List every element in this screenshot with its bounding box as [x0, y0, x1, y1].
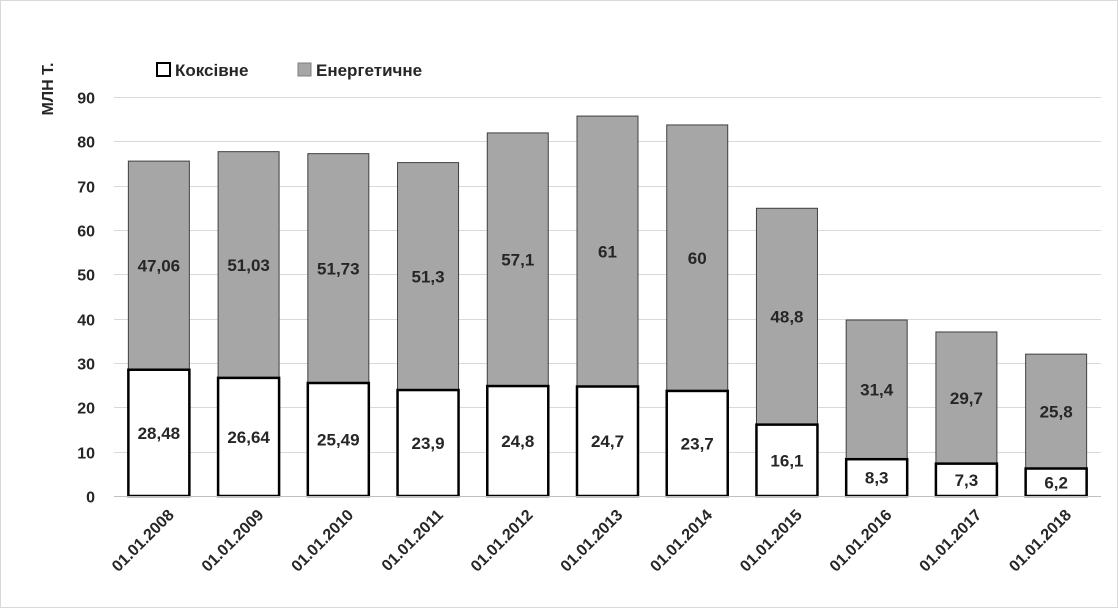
x-tick-label: 01.01.2015 — [737, 507, 806, 576]
data-label-enerhetychne: 29,7 — [950, 389, 983, 408]
data-label-enerhetychne: 25,8 — [1040, 402, 1073, 421]
legend-item-koksivne: Коксівне — [156, 61, 248, 80]
y-tick-label: 30 — [77, 357, 95, 374]
data-label-koksivne: 16,1 — [770, 451, 803, 470]
data-label-koksivne: 25,49 — [317, 430, 360, 449]
legend-swatch-koksivne — [156, 62, 171, 77]
bar-enerhetychne — [486, 132, 549, 387]
data-label-enerhetychne: 60 — [688, 249, 707, 268]
y-tick-label: 80 — [77, 135, 95, 152]
bar-koksivne — [755, 423, 819, 498]
y-tick-label: 50 — [77, 268, 95, 285]
x-tick-label: 01.01.2010 — [289, 507, 358, 576]
y-tick-label: 0 — [86, 490, 95, 507]
bar-enerhetychne — [576, 115, 639, 387]
x-tick-label: 01.01.2017 — [917, 507, 986, 576]
x-tick-label: 01.01.2008 — [109, 507, 178, 576]
y-axis-unit-label: МЛН Т. — [40, 63, 57, 116]
data-labels: 28,48 47,06 26,64 51,03 25,49 51,73 23,9 51,3 24… — [138, 242, 1073, 492]
legend-label-enerhetychne: Енергетичне — [316, 61, 422, 80]
y-tick-label: 10 — [77, 446, 95, 463]
x-tick-label: 01.01.2013 — [558, 507, 627, 576]
data-label-koksivne: 8,3 — [865, 469, 889, 488]
bar-koksivne — [575, 385, 640, 498]
legend-swatch-enerhetychne — [297, 62, 312, 77]
x-tick-label: 01.01.2011 — [379, 507, 447, 575]
data-label-koksivne: 24,8 — [501, 432, 534, 451]
data-label-enerhetychne: 31,4 — [860, 381, 894, 400]
x-tick-label: 01.01.2009 — [199, 507, 268, 576]
y-tick-label: 40 — [77, 313, 95, 330]
bar-enerhetychne — [755, 207, 818, 426]
y-tick-label: 20 — [77, 401, 95, 418]
data-label-enerhetychne: 48,8 — [770, 307, 803, 326]
bar-enerhetychne — [127, 160, 190, 371]
data-label-koksivne: 23,7 — [681, 434, 714, 453]
bar-koksivne — [844, 457, 909, 498]
bar-koksivne — [665, 389, 729, 498]
bars — [127, 115, 1088, 498]
bar-koksivne — [396, 388, 460, 498]
y-axis-unit: МЛН Т. — [40, 63, 57, 116]
y-axis-ticks: 0 10 20 30 40 50 60 70 80 90 — [77, 91, 95, 507]
legend: Коксівне Енергетичне — [156, 61, 422, 80]
data-label-koksivne: 28,48 — [138, 424, 181, 443]
y-tick-label: 90 — [77, 91, 95, 108]
legend-item-enerhetychne: Енергетичне — [297, 61, 422, 80]
data-label-enerhetychne: 51,3 — [411, 267, 444, 286]
data-label-enerhetychne: 47,06 — [138, 256, 181, 275]
data-label-enerhetychne: 61 — [598, 242, 617, 261]
y-tick-label: 60 — [77, 224, 95, 241]
data-label-enerhetychne: 51,03 — [227, 256, 270, 275]
y-tick-label: 70 — [77, 180, 95, 197]
x-tick-label: 01.01.2014 — [647, 507, 716, 576]
x-tick-label: 01.01.2012 — [468, 507, 537, 576]
bar-enerhetychne — [397, 162, 460, 391]
bar-enerhetychne — [666, 124, 729, 392]
bar-enerhetychne — [935, 331, 998, 465]
bar-enerhetychne — [1025, 353, 1088, 470]
data-label-koksivne: 24,7 — [591, 432, 624, 451]
data-label-enerhetychne: 57,1 — [501, 250, 534, 269]
x-tick-label: 01.01.2018 — [1006, 507, 1075, 576]
data-label-koksivne: 23,9 — [411, 434, 444, 453]
x-axis-ticks: 01.01.2008 01.01.2009 01.01.2010 01.01.2011… — [109, 507, 1075, 576]
data-label-koksivne: 6,2 — [1044, 473, 1068, 492]
data-label-koksivne: 7,3 — [955, 471, 979, 490]
legend-label-koksivne: Коксівне — [175, 61, 248, 80]
data-label-enerhetychne: 51,73 — [317, 259, 360, 278]
x-tick-label: 01.01.2016 — [827, 507, 896, 576]
data-label-koksivne: 26,64 — [227, 428, 270, 447]
bar-enerhetychne — [845, 319, 908, 460]
